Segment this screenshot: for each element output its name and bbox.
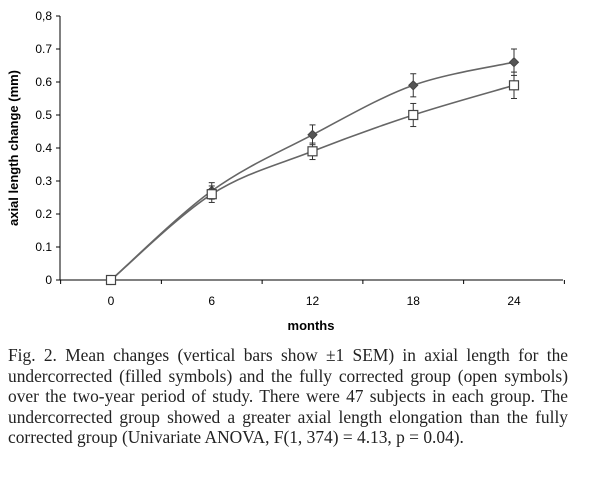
y-tick-label: 0.4 [35, 141, 52, 155]
data-point-open-square [206, 189, 217, 200]
y-tick-label: 0.6 [35, 75, 52, 89]
data-point-filled-diamond [508, 56, 520, 68]
y-tick-label: 0.5 [35, 108, 52, 122]
x-tick-label: 18 [407, 294, 421, 308]
data-point-open-square [408, 109, 419, 121]
y-tick-label: 0 [45, 273, 52, 287]
series-filled-diamond [105, 48, 520, 286]
x-tick-label: 12 [306, 294, 320, 308]
y-tick-label: 0.7 [35, 42, 52, 56]
line-chart: 0 6 12 18 24 0 0.1 0.2 0.3 0.4 0.5 0.6 0.7 0,8 month… [6, 9, 565, 333]
data-point-filled-diamond [408, 80, 419, 91]
y-tick-label: 0.2 [35, 207, 52, 221]
x-tick-label: 6 [208, 294, 215, 308]
series-line [110, 61, 515, 281]
x-tick-labels: 0 6 12 18 24 [60, 280, 565, 308]
data-point-open-square [307, 146, 318, 157]
x-tick-label: 24 [507, 294, 521, 308]
x-tick-label: 0 [108, 294, 115, 308]
series-layer [105, 48, 520, 286]
figure-caption: Fig. 2. Mean changes (vertical bars show… [8, 345, 568, 448]
data-point-open-square [105, 274, 117, 286]
data-point-open-square [508, 80, 520, 91]
series-open-square [105, 71, 520, 286]
y-tick-label: 0,8 [35, 9, 52, 23]
y-tick-label: 0.1 [35, 240, 52, 254]
y-axis-title: axial length change (mm) [6, 70, 21, 226]
data-point-filled-diamond [307, 129, 318, 141]
y-tick-labels: 0 0.1 0.2 0.3 0.4 0.5 0.6 0.7 0,8 [35, 9, 60, 287]
x-axis-title: months [288, 318, 335, 333]
series-line [110, 84, 515, 281]
y-tick-label: 0.3 [35, 174, 52, 188]
